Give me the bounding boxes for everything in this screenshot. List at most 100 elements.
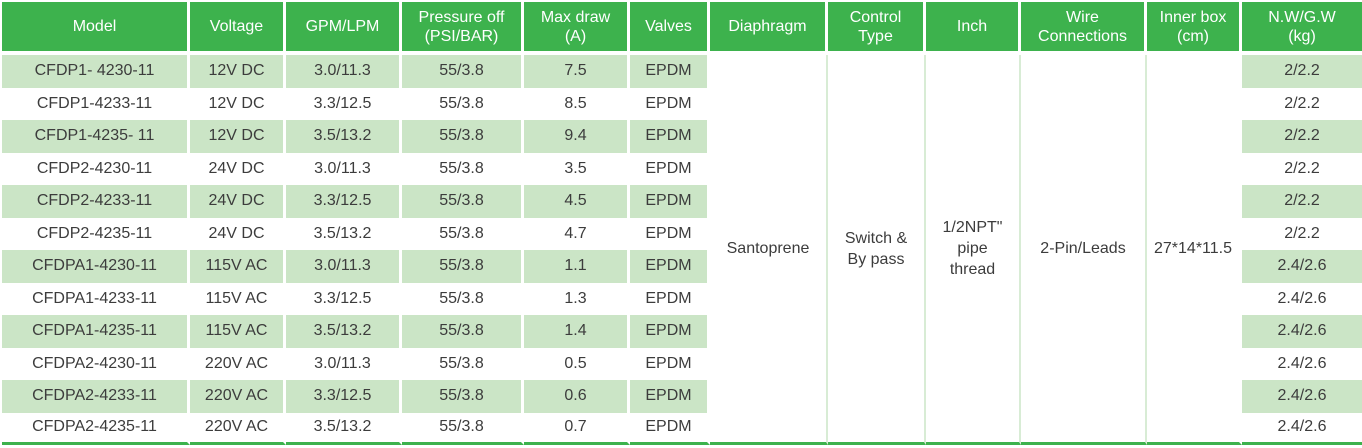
cell-max-draw: 0.5 <box>524 347 630 380</box>
cell-gpm-lpm: 3.5/13.2 <box>286 120 402 153</box>
cell-gpm-lpm: 3.0/11.3 <box>286 55 402 88</box>
header-max-draw: Max draw (A) <box>524 2 630 55</box>
table-row: CFDP1-4235- 11 12V DC 3.5/13.2 55/3.8 9.… <box>2 120 1362 153</box>
cell-model: CFDP1- 4230-11 <box>2 55 190 88</box>
cell-voltage: 12V DC <box>190 55 286 88</box>
cell-gpm-lpm: 3.3/12.5 <box>286 380 402 413</box>
cell-model: CFDPA2-4235-11 <box>2 412 190 445</box>
cell-voltage: 220V AC <box>190 412 286 445</box>
cell-valves: EPDM <box>630 152 710 185</box>
cell-wire-connections-merged: 2-Pin/Leads <box>1021 55 1147 445</box>
cell-nw-gw: 2.4/2.6 <box>1242 250 1362 283</box>
cell-valves: EPDM <box>630 250 710 283</box>
cell-valves: EPDM <box>630 55 710 88</box>
cell-max-draw: 8.5 <box>524 87 630 120</box>
cell-voltage: 24V DC <box>190 152 286 185</box>
cell-valves: EPDM <box>630 282 710 315</box>
table-row: CFDP1-4233-11 12V DC 3.3/12.5 55/3.8 8.5… <box>2 87 1362 120</box>
header-model: Model <box>2 2 190 55</box>
cell-gpm-lpm: 3.5/13.2 <box>286 217 402 250</box>
cell-pressure-off: 55/3.8 <box>402 87 524 120</box>
cell-diaphragm-merged: Santoprene <box>710 55 828 445</box>
cell-nw-gw: 2.4/2.6 <box>1242 412 1362 445</box>
cell-model: CFDP1-4233-11 <box>2 87 190 120</box>
cell-voltage: 12V DC <box>190 87 286 120</box>
cell-gpm-lpm: 3.3/12.5 <box>286 185 402 218</box>
cell-max-draw: 0.6 <box>524 380 630 413</box>
table-row: CFDPA2-4233-11 220V AC 3.3/12.5 55/3.8 0… <box>2 380 1362 413</box>
cell-voltage: 24V DC <box>190 185 286 218</box>
header-diaphragm: Diaphragm <box>710 2 828 55</box>
cell-model: CFDPA1-4230-11 <box>2 250 190 283</box>
cell-pressure-off: 55/3.8 <box>402 250 524 283</box>
cell-gpm-lpm: 3.0/11.3 <box>286 347 402 380</box>
cell-gpm-lpm: 3.3/12.5 <box>286 282 402 315</box>
cell-model: CFDPA2-4230-11 <box>2 347 190 380</box>
cell-valves: EPDM <box>630 347 710 380</box>
cell-max-draw: 9.4 <box>524 120 630 153</box>
header-nw-gw: N.W/G.W (kg) <box>1242 2 1362 55</box>
cell-gpm-lpm: 3.0/11.3 <box>286 250 402 283</box>
table-row: CFDP2-4233-11 24V DC 3.3/12.5 55/3.8 4.5… <box>2 185 1362 218</box>
cell-control-type-merged: Switch & By pass <box>828 55 926 445</box>
cell-inner-box-merged: 27*14*11.5 <box>1147 55 1242 445</box>
table-row: CFDP1- 4230-11 12V DC 3.0/11.3 55/3.8 7.… <box>2 55 1362 445</box>
cell-valves: EPDM <box>630 412 710 445</box>
cell-pressure-off: 55/3.8 <box>402 120 524 153</box>
cell-inch-merged: 1/2NPT" pipe thread <box>926 55 1021 445</box>
cell-valves: EPDM <box>630 185 710 218</box>
header-inch: Inch <box>926 2 1021 55</box>
cell-nw-gw: 2/2.2 <box>1242 152 1362 185</box>
table-row: CFDP2-4230-11 24V DC 3.0/11.3 55/3.8 3.5… <box>2 152 1362 185</box>
table-row: CFDPA1-4230-11 115V AC 3.0/11.3 55/3.8 1… <box>2 250 1362 283</box>
cell-pressure-off: 55/3.8 <box>402 347 524 380</box>
cell-max-draw: 1.4 <box>524 315 630 348</box>
cell-pressure-off: 55/3.8 <box>402 282 524 315</box>
cell-model: CFDP2-4235-11 <box>2 217 190 250</box>
cell-valves: EPDM <box>630 380 710 413</box>
table-row: CFDPA1-4233-11 115V AC 3.3/12.5 55/3.8 1… <box>2 282 1362 315</box>
cell-voltage: 12V DC <box>190 120 286 153</box>
cell-valves: EPDM <box>630 120 710 153</box>
table-row: CFDPA2-4230-11 220V AC 3.0/11.3 55/3.8 0… <box>2 347 1362 380</box>
cell-pressure-off: 55/3.8 <box>402 185 524 218</box>
cell-nw-gw: 2/2.2 <box>1242 55 1362 88</box>
cell-voltage: 220V AC <box>190 380 286 413</box>
cell-model: CFDP1-4235- 11 <box>2 120 190 153</box>
cell-pressure-off: 55/3.8 <box>402 152 524 185</box>
header-voltage: Voltage <box>190 2 286 55</box>
cell-gpm-lpm: 3.5/13.2 <box>286 412 402 445</box>
cell-valves: EPDM <box>630 217 710 250</box>
cell-gpm-lpm: 3.3/12.5 <box>286 87 402 120</box>
header-valves: Valves <box>630 2 710 55</box>
header-inner-box: Inner box (cm) <box>1147 2 1242 55</box>
cell-nw-gw: 2.4/2.6 <box>1242 315 1362 348</box>
cell-gpm-lpm: 3.0/11.3 <box>286 152 402 185</box>
cell-voltage: 220V AC <box>190 347 286 380</box>
cell-pressure-off: 55/3.8 <box>402 315 524 348</box>
cell-model: CFDPA1-4233-11 <box>2 282 190 315</box>
cell-max-draw: 7.5 <box>524 55 630 88</box>
table-row: CFDPA1-4235-11 115V AC 3.5/13.2 55/3.8 1… <box>2 315 1362 348</box>
cell-nw-gw: 2.4/2.6 <box>1242 347 1362 380</box>
cell-model: CFDPA2-4233-11 <box>2 380 190 413</box>
cell-voltage: 115V AC <box>190 250 286 283</box>
cell-max-draw: 4.5 <box>524 185 630 218</box>
header-wire-connections: Wire Connections <box>1021 2 1147 55</box>
cell-valves: EPDM <box>630 87 710 120</box>
cell-gpm-lpm: 3.5/13.2 <box>286 315 402 348</box>
cell-voltage: 115V AC <box>190 282 286 315</box>
cell-max-draw: 0.7 <box>524 412 630 445</box>
table-body: CFDP1- 4230-11 12V DC 3.0/11.3 55/3.8 7.… <box>2 55 1362 445</box>
cell-voltage: 24V DC <box>190 217 286 250</box>
cell-max-draw: 1.3 <box>524 282 630 315</box>
cell-nw-gw: 2.4/2.6 <box>1242 380 1362 413</box>
cell-pressure-off: 55/3.8 <box>402 55 524 88</box>
cell-max-draw: 4.7 <box>524 217 630 250</box>
cell-model: CFDP2-4233-11 <box>2 185 190 218</box>
header-pressure-off: Pressure off (PSI/BAR) <box>402 2 524 55</box>
cell-voltage: 115V AC <box>190 315 286 348</box>
header-gpm-lpm: GPM/LPM <box>286 2 402 55</box>
cell-model: CFDP2-4230-11 <box>2 152 190 185</box>
